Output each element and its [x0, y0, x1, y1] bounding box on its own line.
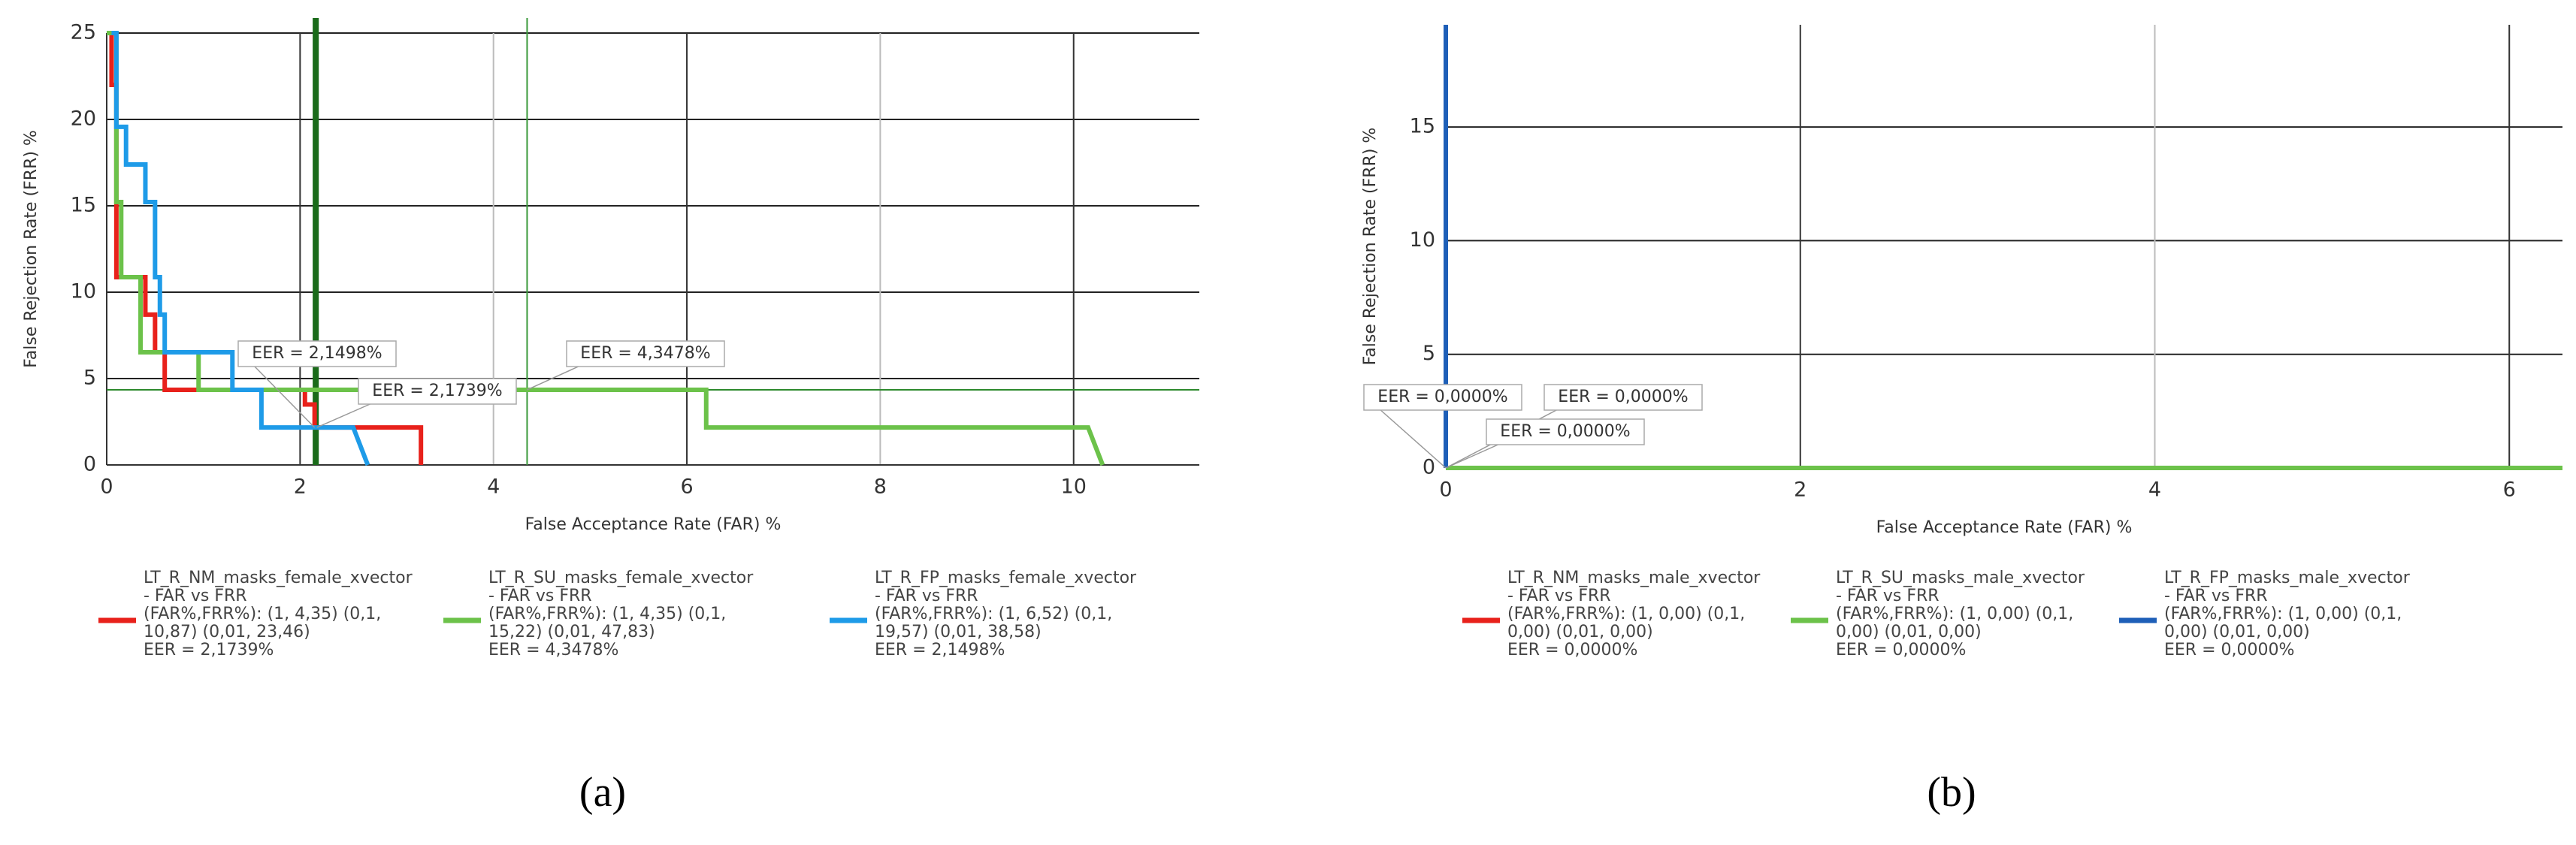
legend-detail: 0,00) (0,01, 0,00) — [1507, 623, 1653, 641]
annotation-pointer — [1378, 408, 1447, 469]
x-tick-label: 10 — [1061, 475, 1087, 499]
legend-detail: EER = 0,0000% — [1836, 641, 1966, 659]
legend-subtitle: - FAR vs FRR — [875, 587, 978, 605]
annotation-box — [566, 340, 725, 367]
annotation-text: EER = 2,1498% — [252, 344, 382, 363]
legend-name: LT_R_NM_masks_female_xvector — [144, 569, 413, 587]
x-axis-label: False Acceptance Rate (FAR) % — [1876, 518, 2133, 537]
legend-detail: 0,00) (0,01, 0,00) — [1836, 623, 1982, 641]
annotation-box — [358, 378, 517, 405]
legend-detail: EER = 4,3478% — [488, 641, 618, 659]
annotation-box — [1363, 384, 1522, 411]
legend-name: LT_R_SU_masks_female_xvector — [488, 569, 754, 587]
x-tick-label: 2 — [1794, 478, 1807, 502]
legend-subtitle: - FAR vs FRR — [144, 587, 247, 605]
legend-name: LT_R_SU_masks_male_xvector — [1836, 569, 2085, 587]
annotation-pointer — [252, 364, 316, 428]
y-tick-label: 15 — [71, 194, 96, 217]
annotation-pointer — [1445, 442, 1502, 469]
annotation-text: EER = 0,0000% — [1558, 388, 1688, 406]
legend-name: LT_R_FP_masks_male_xvector — [2164, 569, 2411, 587]
x-tick-label: 8 — [874, 475, 887, 499]
x-tick-label: 4 — [2148, 478, 2161, 502]
panel-label: (b) — [1927, 769, 1976, 816]
legend-detail: (FAR%,FRR%): (1, 0,00) (0,1, — [1836, 605, 2073, 623]
annotation-text: EER = 4,3478% — [580, 344, 710, 363]
x-tick-label: 6 — [2503, 478, 2516, 502]
legend-detail: 0,00) (0,01, 0,00) — [2164, 623, 2310, 641]
annotation-box — [237, 340, 397, 367]
y-axis-label: False Rejection Rate (FRR) % — [22, 130, 41, 368]
legend-detail: 10,87) (0,01, 23,46) — [144, 623, 310, 641]
annotation-pointer — [316, 402, 374, 428]
legend-detail: EER = 2,1739% — [144, 641, 274, 659]
legend-detail: (FAR%,FRR%): (1, 6,52) (0,1, — [875, 605, 1112, 623]
y-tick-label: 10 — [1410, 228, 1435, 252]
x-tick-label: 0 — [1439, 478, 1452, 502]
annotation-text: EER = 2,1739% — [372, 382, 502, 400]
y-tick-label: 5 — [83, 367, 96, 390]
series-line — [107, 31, 1105, 466]
annotation-text: EER = 0,0000% — [1377, 388, 1507, 406]
x-tick-label: 0 — [100, 475, 113, 499]
y-tick-label: 5 — [1423, 342, 1435, 365]
legend-subtitle: - FAR vs FRR — [1836, 587, 1940, 605]
legend-detail: 15,22) (0,01, 47,83) — [488, 623, 655, 641]
y-tick-label: 10 — [71, 280, 96, 303]
legend-detail: (FAR%,FRR%): (1, 0,00) (0,1, — [2164, 605, 2402, 623]
legend-detail: 19,57) (0,01, 38,58) — [875, 623, 1042, 641]
legend-detail: EER = 0,0000% — [2164, 641, 2294, 659]
annotation-box — [1486, 418, 1645, 445]
legend-name: LT_R_FP_masks_female_xvector — [875, 569, 1137, 587]
y-tick-label: 0 — [83, 453, 96, 476]
legend-detail: EER = 0,0000% — [1507, 641, 1637, 659]
series-line — [111, 31, 370, 466]
y-axis-label: False Rejection Rate (FRR) % — [1361, 128, 1380, 366]
x-axis-label: False Acceptance Rate (FAR) % — [525, 515, 782, 534]
legend-detail: EER = 2,1498% — [875, 641, 1005, 659]
legend-subtitle: - FAR vs FRR — [2164, 587, 2268, 605]
legend-name: LT_R_NM_masks_male_xvector — [1507, 569, 1761, 587]
y-tick-label: 25 — [71, 21, 96, 44]
legend-detail: (FAR%,FRR%): (1, 4,35) (0,1, — [144, 605, 381, 623]
annotation-text: EER = 0,0000% — [1500, 422, 1630, 441]
x-tick-label: 6 — [680, 475, 693, 499]
legend-detail: (FAR%,FRR%): (1, 0,00) (0,1, — [1507, 605, 1745, 623]
y-tick-label: 15 — [1410, 115, 1435, 138]
legend-subtitle: - FAR vs FRR — [1507, 587, 1611, 605]
x-tick-label: 4 — [487, 475, 500, 499]
panel-label: (a) — [579, 769, 626, 816]
y-tick-label: 0 — [1423, 456, 1435, 479]
annotation-box — [1543, 384, 1703, 411]
legend-detail: (FAR%,FRR%): (1, 4,35) (0,1, — [488, 605, 726, 623]
legend-subtitle: - FAR vs FRR — [488, 587, 592, 605]
x-tick-label: 2 — [294, 475, 307, 499]
y-tick-label: 20 — [71, 107, 96, 131]
annotation-pointer — [527, 364, 582, 391]
